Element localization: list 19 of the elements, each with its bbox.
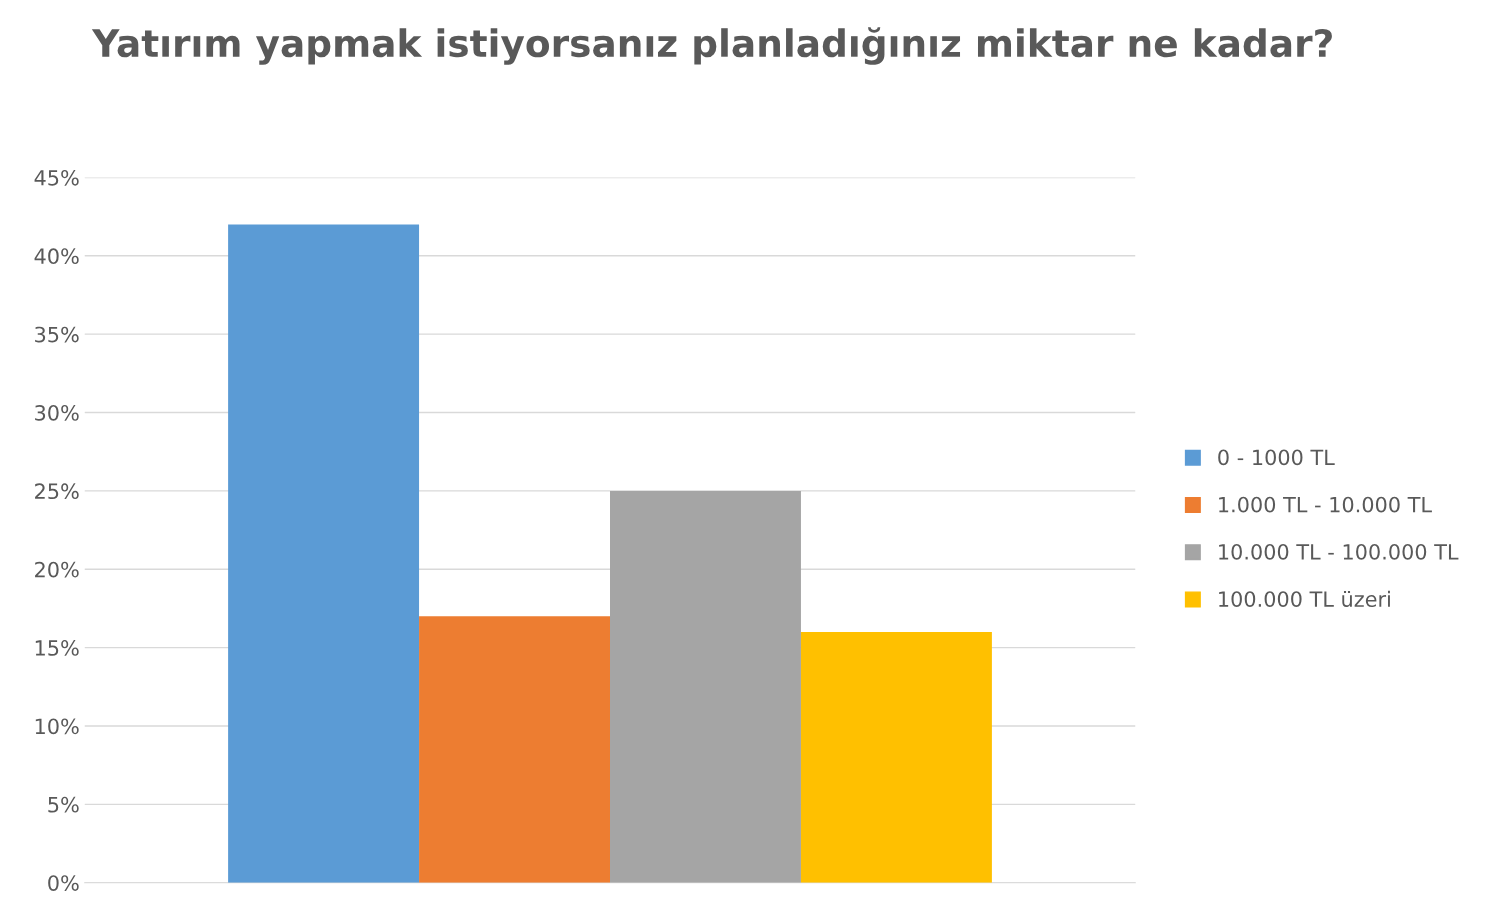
- legend-label: 10.000 TL - 100.000 TL: [1219, 543, 1459, 560]
- bar: [228, 224, 420, 883]
- legend-label: 1.000 TL - 10.000 TL: [1219, 496, 1432, 513]
- y-tick-label: 20%: [35, 561, 79, 578]
- bar: [800, 631, 992, 883]
- y-tick-label: 10%: [35, 718, 79, 735]
- y-tick-label: 25%: [35, 483, 79, 500]
- y-tick-label: 45%: [34, 169, 79, 186]
- y-tick-label: 15%: [35, 640, 79, 656]
- legend-label: 100.000 TL üzeri: [1219, 590, 1390, 607]
- bar: [419, 616, 610, 883]
- y-tick-label: 0%: [48, 875, 79, 891]
- y-tick-label: 35%: [35, 326, 79, 343]
- y-tick-label: 40%: [34, 248, 79, 265]
- y-tick-label: 5%: [48, 796, 79, 813]
- y-tick-label: 30%: [35, 404, 79, 421]
- chart-title: Yatırım yapmak istiyorsanız planladığınız miktar ne kadar?: [91, 27, 1332, 65]
- bar: [610, 490, 801, 883]
- legend-label: 0 - 1000 TL: [1218, 449, 1335, 466]
